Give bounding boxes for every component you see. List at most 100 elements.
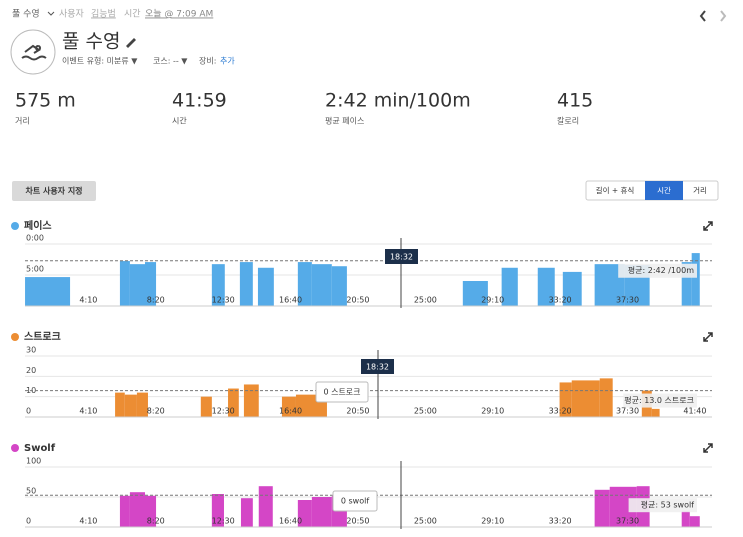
- bar: [537, 267, 555, 306]
- bar: [119, 495, 130, 527]
- next-button[interactable]: [720, 10, 727, 22]
- tooltip: 0 swolf: [341, 497, 369, 506]
- x-tick-label: 4:10: [79, 407, 97, 416]
- x-tick-label: 8:20: [147, 517, 165, 526]
- expand-icon[interactable]: [703, 221, 713, 231]
- stat-value: 41:59: [172, 90, 227, 112]
- time-label: 시간: [124, 9, 141, 20]
- bar: [243, 384, 259, 417]
- y-tick-label: 0:00: [26, 234, 44, 243]
- bar: [599, 378, 613, 417]
- bar: [145, 262, 157, 306]
- x-tick-label: 12:30: [212, 296, 235, 305]
- x-tick-label: 33:20: [549, 407, 572, 416]
- x-tick-label: 4:10: [79, 296, 97, 305]
- cursor-label-bg: [361, 359, 394, 374]
- x-tick-label: 25:00: [414, 407, 437, 416]
- bar: [681, 510, 690, 527]
- bar: [651, 408, 660, 417]
- swim-glyph: [21, 44, 47, 61]
- bar: [124, 394, 137, 417]
- edit-icon[interactable]: [126, 38, 136, 48]
- event-type[interactable]: 이벤트 유형: 미분류 ▼: [62, 56, 138, 66]
- bar: [145, 495, 157, 527]
- time-link[interactable]: 오늘 @ 7:09 AM: [145, 9, 213, 20]
- prev-button[interactable]: [699, 10, 706, 22]
- gear-link[interactable]: 추가: [220, 57, 235, 66]
- dropdown-icon[interactable]: [47, 11, 55, 16]
- x-tick-label: 4:10: [79, 517, 97, 526]
- stat-value: 575 m: [15, 90, 76, 112]
- stat-label: 칼로리: [557, 117, 579, 126]
- x-tick-label: 12:30: [212, 407, 235, 416]
- average-label: 평균: 53 swolf: [641, 500, 695, 510]
- average-label: 평균: 13.0 스트로크: [624, 395, 694, 405]
- x-tick-label: 37:30: [616, 296, 639, 305]
- legend-dot: [11, 444, 19, 452]
- bar: [311, 497, 332, 527]
- x-tick-label: 37:30: [616, 407, 639, 416]
- bar: [691, 253, 700, 306]
- toggle-option[interactable]: 길이 + 휴식: [596, 185, 635, 195]
- activity-type[interactable]: 풀 수영: [12, 9, 40, 20]
- x-tick-label: 41:40: [683, 407, 706, 416]
- bar: [501, 267, 518, 306]
- bar: [129, 264, 145, 306]
- course[interactable]: 코스: -- ▼: [153, 57, 188, 66]
- y-tick-label: 20: [26, 366, 36, 375]
- toggle-option[interactable]: 거리: [693, 186, 707, 195]
- x-tick-label: 29:10: [481, 407, 504, 416]
- x-tick-label: 33:20: [549, 296, 572, 305]
- activity-icon: [10, 29, 56, 75]
- toggle-option[interactable]: 시간: [657, 185, 671, 195]
- legend-dot: [11, 333, 19, 341]
- bar: [129, 492, 145, 527]
- stat-label: 평균 페이스: [325, 116, 364, 126]
- cursor-label: 18:32: [390, 253, 413, 262]
- x-tick-label: 29:10: [481, 517, 504, 526]
- gear-label: 장비:: [199, 56, 216, 66]
- tooltip-bg: [332, 490, 378, 512]
- customize-button[interactable]: [12, 181, 96, 201]
- bar: [311, 264, 332, 306]
- y-tick-label: 0: [26, 407, 31, 416]
- bar: [211, 494, 224, 527]
- bar: [200, 396, 212, 417]
- bar: [297, 500, 312, 527]
- customize-label: 차트 사용자 지정: [25, 186, 82, 196]
- x-tick-label: 29:10: [481, 296, 504, 305]
- x-tick-label: 12:30: [212, 517, 235, 526]
- expand-icon[interactable]: [703, 443, 713, 453]
- x-tick-label: 25:00: [414, 517, 437, 526]
- average-label: 평균: 2:42 /100m: [628, 265, 694, 275]
- x-tick-label: 20:50: [346, 517, 369, 526]
- bar: [689, 516, 700, 527]
- bar: [462, 280, 488, 306]
- toggle-active[interactable]: [645, 181, 683, 200]
- y-tick-label: 50: [26, 487, 36, 496]
- bar: [257, 267, 274, 306]
- cursor-label: 18:32: [366, 363, 389, 372]
- bar: [239, 262, 253, 306]
- legend-dot: [11, 222, 19, 230]
- stat-value: 2:42 min/100m: [325, 90, 471, 112]
- bar: [681, 262, 692, 306]
- bar: [25, 277, 71, 306]
- x-tick-label: 20:50: [346, 296, 369, 305]
- bar: [240, 498, 253, 527]
- tooltip-bg: [315, 381, 369, 403]
- expand-icon[interactable]: [703, 332, 713, 342]
- chart-title: 스트로크: [24, 331, 61, 343]
- user-link[interactable]: 김능범: [91, 8, 116, 20]
- y-tick-label: 0: [26, 517, 31, 526]
- y-tick-label: 100: [26, 457, 41, 466]
- tooltip: 0 스트로크: [323, 388, 360, 397]
- y-tick-label: 5:00: [26, 265, 44, 274]
- average-label-bg: [618, 263, 697, 278]
- x-tick-label: 16:40: [279, 296, 302, 305]
- activity-title: 풀 수영: [62, 31, 120, 53]
- x-tick-label: 33:20: [549, 517, 572, 526]
- average-label-bg: [623, 393, 697, 408]
